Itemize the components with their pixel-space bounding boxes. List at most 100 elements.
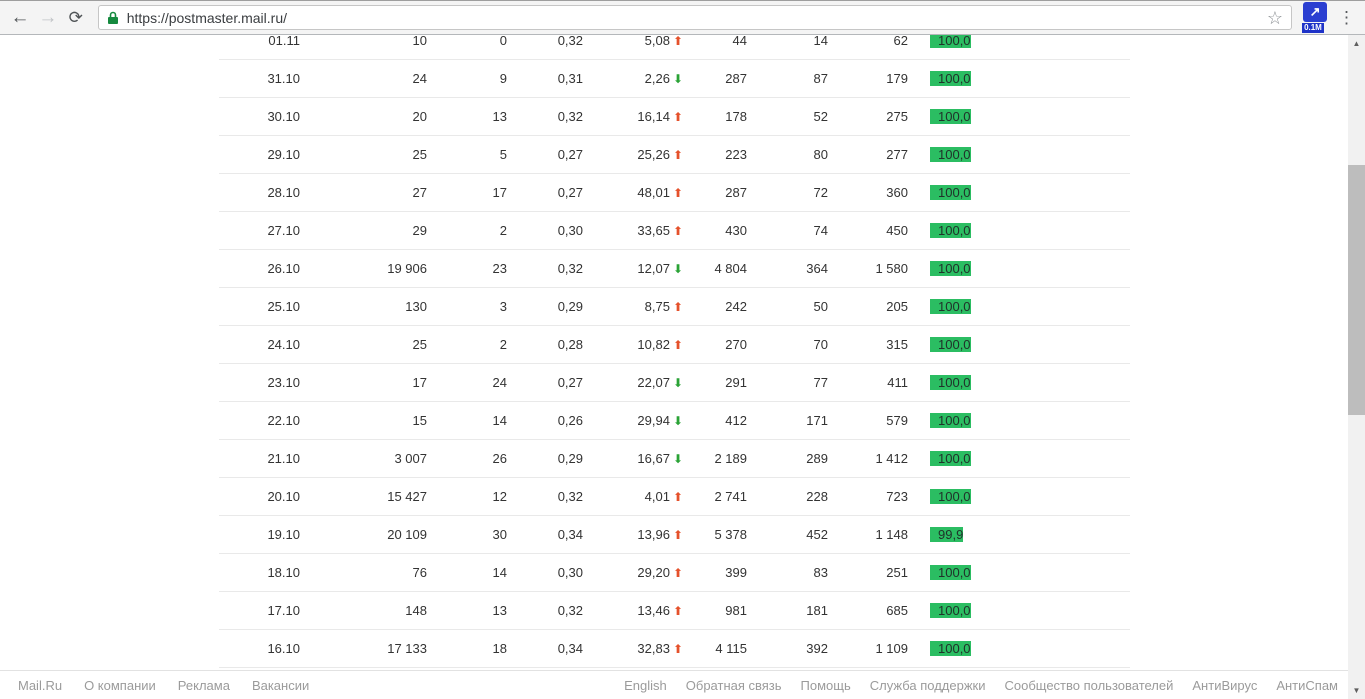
cell-delivery-rate: 100,0 xyxy=(930,259,1128,279)
cell-ratio: 0,30 xyxy=(557,223,583,238)
delivery-rate-label: 100,0 xyxy=(938,260,971,276)
footer-link[interactable]: Сообщество пользователей xyxy=(1004,677,1174,693)
trend-arrow-icon: ⬆ xyxy=(672,566,683,580)
cell-value4: 392 xyxy=(806,641,828,656)
delivery-rate-label: 100,0 xyxy=(938,108,971,124)
cell-value3: 4 804 xyxy=(714,261,747,276)
table-row: 16.10 17 133 18 0,34 32,83 ⬆ 4 115 392 1 … xyxy=(219,630,1130,668)
site-footer: Mail.Ru О компании Реклама Вакансии English… xyxy=(0,670,1348,699)
cell-ratio: 0,34 xyxy=(557,527,583,542)
cell-percent-change: 10,82 ⬆ xyxy=(637,337,683,352)
cell-value1: 27 xyxy=(412,185,427,200)
cell-percent-change: 2,26 ⬇ xyxy=(644,71,683,86)
footer-link[interactable]: Служба поддержки xyxy=(869,677,986,693)
cell-date: 25.10 xyxy=(267,299,300,314)
browser-menu-icon[interactable]: ⋮ xyxy=(1337,8,1355,27)
cell-value1: 29 xyxy=(412,223,427,238)
cell-percent-change: 5,08 ⬆ xyxy=(644,35,683,48)
cell-ratio: 0,32 xyxy=(557,489,583,504)
scrollbar-up-icon[interactable]: ▲ xyxy=(1352,39,1361,48)
lock-icon xyxy=(107,11,118,24)
cell-value2: 14 xyxy=(492,565,507,580)
cell-ratio: 0,34 xyxy=(557,641,583,656)
footer-link[interactable]: Mail.Ru xyxy=(18,677,63,693)
delivery-rate-label: 100,0 xyxy=(938,564,971,580)
footer-link[interactable]: АнтиВирус xyxy=(1192,677,1258,693)
back-icon[interactable]: ← xyxy=(10,7,30,28)
footer-link[interactable]: О компании xyxy=(84,677,156,693)
cell-value1: 20 109 xyxy=(387,527,427,542)
vertical-scrollbar[interactable]: ▲ ▼ xyxy=(1348,35,1365,699)
cell-percent-change: 16,14 ⬆ xyxy=(637,109,683,124)
cell-value2: 0 xyxy=(499,35,507,48)
cell-value2: 13 xyxy=(492,109,507,124)
cell-value5: 275 xyxy=(886,109,908,124)
cell-ratio: 0,27 xyxy=(557,147,583,162)
cell-delivery-rate: 100,0 xyxy=(930,107,1128,127)
cell-value3: 287 xyxy=(725,185,747,200)
cell-delivery-rate: 100,0 xyxy=(930,145,1128,165)
cell-value4: 289 xyxy=(806,451,828,466)
cell-value2: 23 xyxy=(492,261,507,276)
cell-value4: 52 xyxy=(813,109,828,124)
cell-value5: 360 xyxy=(886,185,908,200)
trend-arrow-icon: ⬆ xyxy=(672,528,683,542)
cell-percent-change: 8,75 ⬆ xyxy=(644,299,683,314)
footer-link[interactable]: Помощь xyxy=(800,677,851,693)
footer-link[interactable]: Вакансии xyxy=(251,677,310,693)
cell-value3: 287 xyxy=(725,71,747,86)
delivery-rate-bar: 99,9 xyxy=(930,526,964,542)
reload-icon[interactable]: ⟳ xyxy=(68,8,83,27)
cell-value4: 50 xyxy=(813,299,828,314)
delivery-rate-bar: 100,0 xyxy=(930,35,971,48)
cell-date: 21.10 xyxy=(267,451,300,466)
cell-ratio: 0,27 xyxy=(557,375,583,390)
cell-date: 18.10 xyxy=(267,565,300,580)
table-row: 19.10 20 109 30 0,34 13,96 ⬆ 5 378 452 1 … xyxy=(219,516,1130,554)
footer-link[interactable]: АнтиСпам xyxy=(1276,677,1338,693)
footer-link[interactable]: Обратная связь xyxy=(685,677,782,693)
delivery-rate-bar: 100,0 xyxy=(930,374,971,390)
footer-link[interactable]: English xyxy=(624,677,667,693)
cell-ratio: 0,32 xyxy=(557,261,583,276)
table-row: 31.10 24 9 0,31 2,26 ⬇ 287 87 179 100,0 xyxy=(219,60,1130,98)
table-row: 17.10 148 13 0,32 13,46 ⬆ 981 181 685 100… xyxy=(219,592,1130,630)
delivery-rate-label: 100,0 xyxy=(938,640,971,656)
cell-value5: 1 109 xyxy=(875,641,908,656)
page-content: 01.11 10 0 0,32 5,08 ⬆ 44 14 62 100,0 31.… xyxy=(0,35,1348,699)
cell-percent-change: 32,83 ⬆ xyxy=(637,641,683,656)
cell-date: 28.10 xyxy=(267,185,300,200)
cell-date: 29.10 xyxy=(267,147,300,162)
footer-link[interactable]: Реклама xyxy=(177,677,230,693)
table-row: 20.10 15 427 12 0,32 4,01 ⬆ 2 741 228 723… xyxy=(219,478,1130,516)
cell-delivery-rate: 100,0 xyxy=(930,563,1128,583)
cell-value1: 17 133 xyxy=(387,641,427,656)
table-row: 21.10 3 007 26 0,29 16,67 ⬇ 2 189 289 1 4… xyxy=(219,440,1130,478)
cell-date: 23.10 xyxy=(267,375,300,390)
footer-left: Mail.Ru О компании Реклама Вакансии xyxy=(18,678,331,693)
cell-value5: 723 xyxy=(886,489,908,504)
scrollbar-down-icon[interactable]: ▼ xyxy=(1352,686,1361,695)
cell-percent-change: 13,96 ⬆ xyxy=(637,527,683,542)
address-bar[interactable]: https://postmaster.mail.ru/ ☆ xyxy=(97,5,1293,30)
scrollbar-thumb[interactable] xyxy=(1348,165,1365,415)
cell-value2: 12 xyxy=(492,489,507,504)
url-text[interactable]: https://postmaster.mail.ru/ xyxy=(126,9,288,26)
table-row: 24.10 25 2 0,28 10,82 ⬆ 270 70 315 100,0 xyxy=(219,326,1130,364)
delivery-rate-label: 100,0 xyxy=(938,450,971,466)
cell-value4: 80 xyxy=(813,147,828,162)
cell-value1: 17 xyxy=(412,375,427,390)
delivery-rate-label: 99,9 xyxy=(938,526,964,542)
trend-arrow-icon: ⬆ xyxy=(672,224,683,238)
extension-counter-button[interactable]: ↗ 0.1M xyxy=(1302,2,1329,33)
cell-value2: 17 xyxy=(492,185,507,200)
cell-value3: 2 189 xyxy=(714,451,747,466)
delivery-rate-label: 100,0 xyxy=(938,336,971,352)
cell-value5: 1 580 xyxy=(875,261,908,276)
cell-ratio: 0,27 xyxy=(557,185,583,200)
forward-icon[interactable]: → xyxy=(38,7,58,28)
bookmark-star-icon[interactable]: ☆ xyxy=(1266,7,1284,28)
cell-date: 24.10 xyxy=(267,337,300,352)
cell-date: 22.10 xyxy=(267,413,300,428)
cell-delivery-rate: 100,0 xyxy=(930,449,1128,469)
